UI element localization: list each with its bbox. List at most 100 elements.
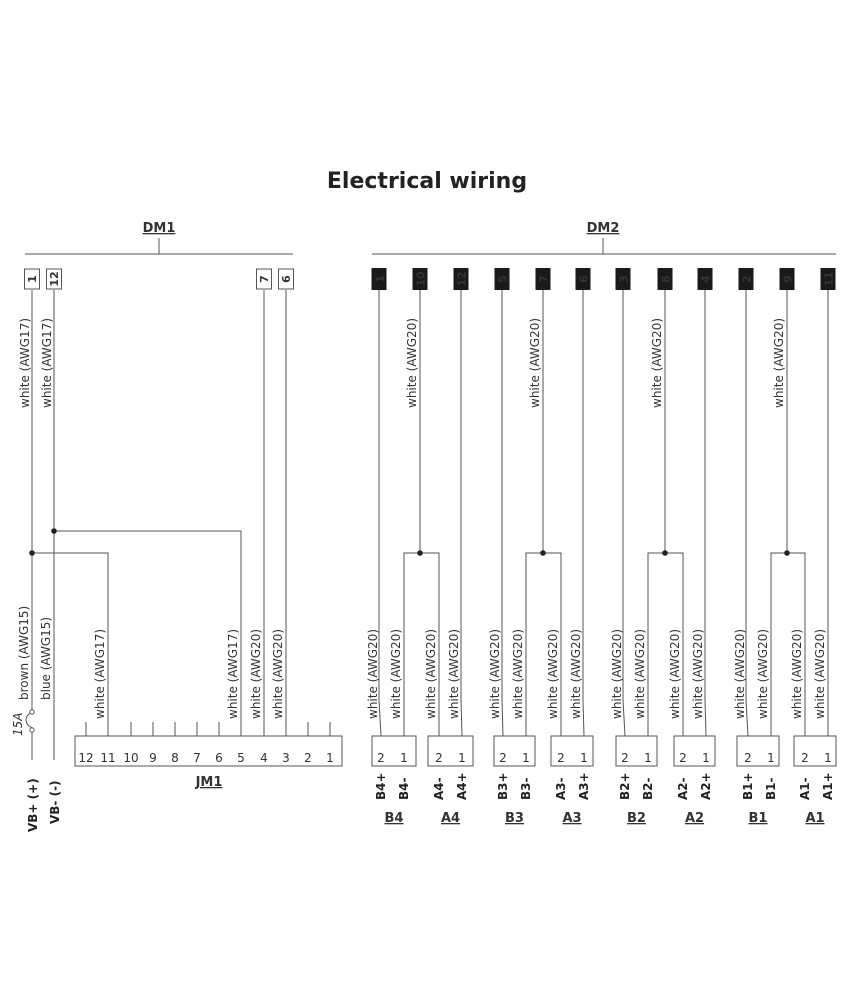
dm1-pin-1-label: 1: [26, 275, 39, 283]
connector-b4-body: [371, 735, 417, 767]
dm2-upper-wire-label: white (AWG20): [528, 318, 542, 408]
dm2-pin-12-box: [820, 268, 836, 290]
fuse-terminal: [29, 709, 35, 715]
dm2-pin-8-label: 8: [660, 275, 673, 283]
connector-wire-label: white (AWG20): [733, 629, 747, 719]
jm1-terminal-6: 6: [215, 751, 223, 765]
connector-pin: 1: [400, 751, 408, 765]
dm2-pin-6-box: [575, 268, 591, 290]
connector-wire-label: white (AWG20): [511, 629, 525, 719]
dm2-pin-9-label: 4: [700, 275, 713, 283]
connector-pin: 1: [644, 751, 652, 765]
dm2-pin-3-box: [453, 268, 469, 290]
connector-signal-B2+: B2+: [618, 772, 632, 800]
dm2-pin-12-label: 11: [823, 271, 836, 286]
dm2-pin-3-label: 12: [456, 271, 469, 286]
connector-a3-body: [550, 735, 594, 767]
dm2-pin-2-box: [412, 268, 428, 290]
dm2-upper-wire-label: white (AWG20): [650, 318, 664, 408]
connector-pin: 1: [702, 751, 710, 765]
connector-a1-label: A1: [805, 811, 824, 826]
connector-b2-label: B2: [627, 811, 646, 826]
connector-wire-label: white (AWG20): [813, 629, 827, 719]
jm1-wire-label: white (AWG17): [93, 629, 107, 719]
connector-signal-A2+: A2+: [699, 772, 713, 800]
connector-b2-body: [615, 735, 658, 767]
dm2-pin-1-label: 1: [374, 275, 387, 283]
connector-a1-body: [793, 735, 837, 767]
connector-signal-A2-: A2-: [676, 777, 690, 800]
connector-signal-A3-: A3-: [554, 777, 568, 800]
dm2-pin-4-label: 5: [497, 275, 510, 283]
dm1-pin-2-box: [46, 268, 62, 290]
dm1-pin-3-box: [256, 268, 272, 290]
signal-wire-bend: [378, 699, 382, 737]
connector-a4-label: A4: [441, 811, 460, 826]
connector-b1-label: B1: [749, 811, 768, 826]
dm2-pin-10-box: [738, 268, 754, 290]
dm2-upper-wire-label: white (AWG20): [772, 318, 786, 408]
connector-pin: 2: [621, 751, 629, 765]
connector-pin: 2: [744, 751, 752, 765]
connector-wire-label: white (AWG20): [790, 629, 804, 719]
connector-wire-label: white (AWG20): [691, 629, 705, 719]
connector-pin: 1: [522, 751, 530, 765]
jm1-terminal-12: 12: [78, 751, 93, 765]
jm1-strip: [74, 735, 343, 767]
vbplus-label: VB+ (+): [26, 778, 40, 832]
connector-b3-body: [493, 735, 536, 767]
connector-wire-label: white (AWG20): [668, 629, 682, 719]
junction-dot: [51, 528, 57, 534]
dm2-pin-11-label: 9: [782, 275, 795, 283]
jm1-wire-label: white (AWG20): [271, 629, 285, 719]
dm2-pin-9-box: [697, 268, 713, 290]
connector-wire-label: white (AWG20): [756, 629, 770, 719]
connector-pin: 1: [580, 751, 588, 765]
jm1-terminal-1: 1: [326, 751, 334, 765]
connector-signal-B3-: B3-: [519, 778, 533, 800]
jm1-terminal-4: 4: [260, 751, 268, 765]
dm1-pin-1-box: [24, 268, 40, 290]
signal-wire-bend: [501, 699, 504, 737]
connector-wire-label: white (AWG20): [424, 629, 438, 719]
jm1-terminal-9: 9: [149, 751, 157, 765]
wires-layer: [25, 238, 836, 760]
connector-signal-B1+: B1+: [741, 772, 755, 800]
connector-signal-A4-: A4-: [432, 777, 446, 800]
dm2-pin-1-box: [371, 268, 387, 290]
vbminus-label: VB- (-): [48, 780, 62, 824]
fuse-rating: 15A: [11, 713, 25, 736]
dm2-pin-5-label: 7: [538, 275, 551, 283]
connector-wire-label: white (AWG20): [633, 629, 647, 719]
connector-b4-label: B4: [385, 811, 404, 826]
connector-signal-A4+: A4+: [455, 772, 469, 800]
connector-signal-B4+: B4+: [374, 772, 388, 800]
jm1-label: JM1: [195, 775, 223, 790]
dm1-label: DM1: [143, 221, 176, 236]
connector-b1-body: [736, 735, 780, 767]
connector-pin: 1: [767, 751, 775, 765]
jm1-terminal-11: 11: [100, 751, 115, 765]
connector-signal-B4-: B4-: [397, 778, 411, 800]
connector-pin: 1: [458, 751, 466, 765]
vbminus-to-jm1-5: [54, 530, 242, 736]
dm1-pin-2-label: 12: [48, 271, 61, 286]
connector-a2-body: [673, 735, 716, 767]
vbplus-wire-label: white (AWG17): [18, 318, 32, 408]
connector-pin: 2: [557, 751, 565, 765]
junction-dot: [417, 550, 423, 556]
connector-wire-label: white (AWG20): [488, 629, 502, 719]
dm2-pin-4-box: [494, 268, 510, 290]
fuse-terminal: [29, 727, 35, 733]
vbplus-to-jm1-11: [32, 552, 109, 736]
connector-wire-label: white (AWG20): [569, 629, 583, 719]
connector-pin: 2: [679, 751, 687, 765]
jm1-terminal-7: 7: [193, 751, 201, 765]
connector-b3-label: B3: [505, 811, 524, 826]
connector-a3-label: A3: [562, 811, 581, 826]
connector-signal-B2-: B2-: [641, 778, 655, 800]
dm1-pin-4-box: [278, 268, 294, 290]
dm1-pin-3-label: 7: [258, 275, 271, 283]
connector-signal-B1-: B1-: [764, 778, 778, 800]
connector-wire-label: white (AWG20): [610, 629, 624, 719]
